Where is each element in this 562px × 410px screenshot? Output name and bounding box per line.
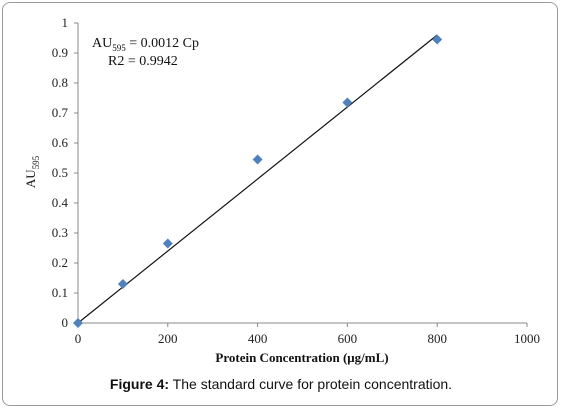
x-tick-label: 1000 xyxy=(514,331,540,346)
y-tick-label: 0.8 xyxy=(52,75,68,90)
data-points xyxy=(73,34,443,328)
x-axis-title: Protein Concentration (μg/mL) xyxy=(215,350,388,365)
x-tick-label: 200 xyxy=(158,331,178,346)
y-tick-label: 0 xyxy=(62,315,69,330)
scatter-chart: 0 0.1 0.2 0.3 0.4 0.5 0.6 0.7 0.8 0.9 1 0 200 400 600… xyxy=(23,15,540,365)
data-point-marker xyxy=(342,97,353,108)
y-tick-label: 0.4 xyxy=(52,195,69,210)
r-squared-label: R2 = 0.9942 xyxy=(108,54,178,69)
figure-caption: Figure 4: The standard curve for protein… xyxy=(0,376,562,392)
y-tick-label: 0.9 xyxy=(52,45,68,60)
x-tick-labels: 0 200 400 600 800 1000 xyxy=(75,331,540,346)
y-tick-labels: 0 0.1 0.2 0.3 0.4 0.5 0.6 0.7 0.8 0.9 1 xyxy=(52,15,69,330)
data-point-marker xyxy=(432,34,443,45)
y-tick-label: 0.1 xyxy=(52,285,68,300)
y-tick-label: 0.3 xyxy=(52,225,68,240)
y-tick-label: 0.2 xyxy=(52,255,68,270)
figure-frame xyxy=(2,2,558,406)
y-tick-label: 0.6 xyxy=(52,135,69,150)
x-tick-label: 800 xyxy=(427,331,447,346)
data-point-marker xyxy=(73,318,83,328)
equation-label: AU595 = 0.0012 Cp xyxy=(92,36,199,53)
y-tick-label: 0.5 xyxy=(52,165,68,180)
y-tick-label: 0.7 xyxy=(52,105,69,120)
x-tick-label: 0 xyxy=(75,331,82,346)
y-axis-title: AU595 xyxy=(23,155,41,188)
data-point-marker xyxy=(117,279,128,289)
data-point-marker xyxy=(252,154,263,165)
caption-text: The standard curve for protein concentra… xyxy=(169,376,453,392)
caption-label: Figure 4: xyxy=(109,376,170,392)
x-tick-label: 600 xyxy=(338,331,358,346)
y-tick-label: 1 xyxy=(62,15,69,30)
x-tick-label: 400 xyxy=(248,331,268,346)
data-point-marker xyxy=(162,238,173,249)
trendline xyxy=(77,34,438,324)
